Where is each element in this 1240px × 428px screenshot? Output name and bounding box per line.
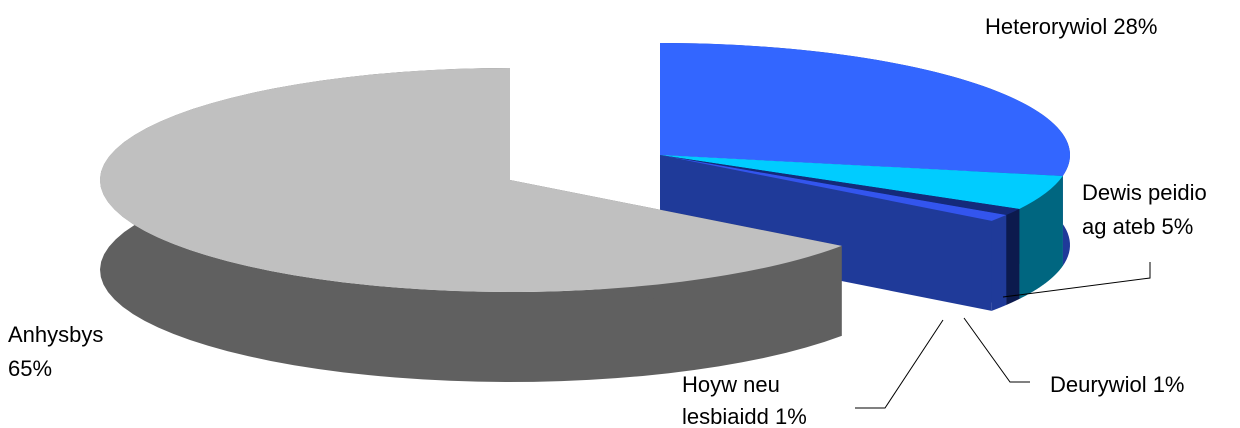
slice-face-hoyw-1 (660, 155, 992, 311)
label-dewis-line1: Dewis peidio (1082, 180, 1207, 205)
label-hoyw-line2: lesbiaidd 1% (682, 404, 807, 428)
slice-anhysbys (99, 68, 842, 292)
label-dewis-line2: ag ateb 5% (1082, 214, 1193, 239)
leader-line-deurywiol (963, 317, 1030, 383)
leader-line-dewis (1002, 262, 1151, 298)
slice-deurywiol (660, 155, 1020, 216)
leader-lines (855, 262, 1151, 409)
label-anhysbys-line2: 65% (8, 356, 52, 381)
label-anhysbys-line1: Anhysbys (8, 322, 103, 347)
slice-heterorywiol (660, 43, 1070, 176)
leader-line-hoyw (855, 319, 944, 409)
label-deurywiol: Deurywiol 1% (1050, 372, 1185, 397)
slice-tops (99, 43, 1070, 292)
slice-dewis (660, 155, 1063, 209)
slice-hoyw (660, 155, 1007, 221)
label-hoyw-line1: Hoyw neu (682, 372, 780, 397)
label-heterorywiol: Heterorywiol 28% (985, 14, 1157, 39)
